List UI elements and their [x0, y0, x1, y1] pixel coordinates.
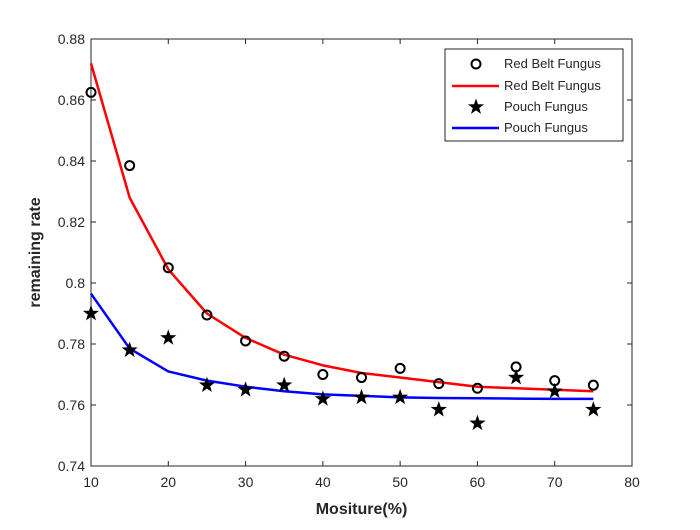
red-belt-fungus-circle-point: [471, 382, 483, 394]
pouch-fungus-star-point: [160, 329, 177, 345]
y-tick-label: 0.76: [58, 397, 85, 413]
legend-marker-red-belt-circle: [470, 58, 482, 70]
legend-label-red-belt-markers: Red Belt Fungus: [504, 56, 601, 71]
x-tick-label: 10: [83, 474, 99, 490]
x-tick-label: 70: [547, 474, 563, 490]
red-belt-fungus-circle-point: [356, 372, 367, 384]
legend-label-red-belt-line: Red Belt Fungus: [504, 78, 601, 93]
red-belt-fungus-circle-point: [394, 362, 406, 374]
red-belt-fungus-circle-point: [85, 86, 97, 98]
y-tick-label: 0.86: [58, 92, 85, 108]
series-line-red-belt-fungus: [89, 63, 594, 393]
y-tick-label: 0.84: [58, 153, 85, 169]
pouch-fungus-star-point: [314, 390, 331, 406]
pouch-fungus-star-point: [392, 388, 409, 405]
pouch-fungus-star-point: [507, 369, 525, 385]
y-tick-label: 0.88: [58, 31, 85, 47]
x-tick-label: 30: [238, 474, 254, 490]
x-tick-label: 20: [160, 474, 176, 490]
legend-label-pouch-markers: Pouch Fungus: [504, 99, 588, 114]
red-belt-fungus-circle-point: [124, 160, 136, 172]
x-tick-label: 50: [392, 474, 408, 490]
y-tick-label: 0.74: [58, 458, 85, 474]
red-belt-fungus-circle-point: [317, 369, 329, 380]
x-tick-label: 60: [470, 474, 486, 490]
x-tick-label: 80: [624, 474, 640, 490]
legend-box: [444, 48, 624, 142]
red-belt-fungus-circle-point: [162, 262, 174, 274]
legend-label-pouch-line: Pouch Fungus: [504, 120, 588, 135]
pouch-fungus-star-point: [198, 376, 216, 393]
red-belt-fungus-circle-point: [240, 335, 252, 347]
y-tick-label: 0.8: [66, 275, 86, 291]
pouch-fungus-star-point: [276, 376, 293, 393]
pouch-fungus-star-point: [121, 341, 138, 357]
legend-marker-pouch-star: [467, 98, 485, 114]
x-tick-label: 40: [315, 474, 331, 490]
red-belt-fungus-circle-point: [587, 379, 599, 391]
red-belt-fungus-circle-point: [201, 309, 213, 321]
pouch-fungus-star-point: [469, 414, 486, 431]
y-axis-ticks: 0.74 0.76 0.78 0.8 0.82 0.84 0.86 0.88: [58, 31, 632, 474]
pouch-fungus-star-point: [546, 382, 563, 399]
y-axis-title: remaining rate: [27, 197, 44, 307]
pouch-fungus-star-point: [82, 305, 100, 321]
red-belt-fungus-circle-point: [278, 350, 290, 362]
pouch-fungus-star-point: [430, 401, 447, 417]
x-axis-title: Mositure(%): [316, 501, 408, 518]
series-line-pouch-fungus: [89, 292, 594, 401]
series-layer: [82, 63, 602, 431]
y-tick-label: 0.82: [58, 214, 85, 230]
legend: Red Belt Fungus Red Belt Fungus Pouch Fu…: [444, 48, 624, 142]
pouch-fungus-star-point: [237, 381, 254, 397]
y-tick-label: 0.78: [58, 336, 85, 352]
x-axis-ticks: 10 20 30 40 50 60 70 80: [83, 39, 640, 490]
pouch-fungus-star-point: [353, 388, 370, 405]
pouch-fungus-star-point: [585, 401, 602, 417]
red-belt-fungus-circle-point: [433, 378, 445, 390]
